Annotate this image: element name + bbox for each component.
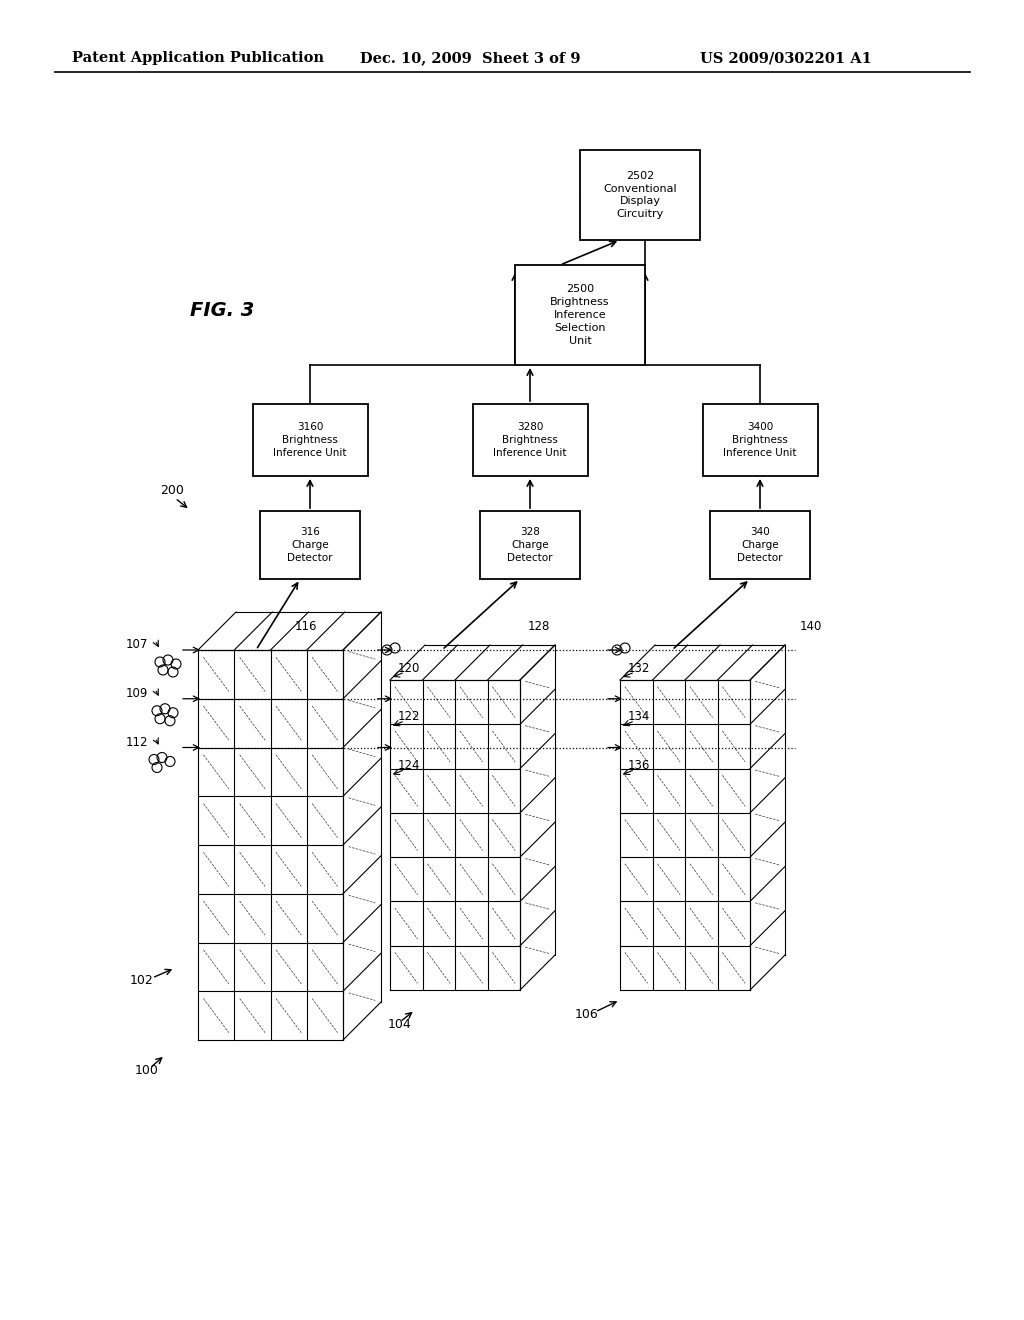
Text: 122: 122 [398, 710, 421, 723]
Text: 328
Charge
Detector: 328 Charge Detector [507, 527, 553, 562]
Bar [472, 404, 588, 477]
Text: 134: 134 [628, 710, 650, 723]
Text: 3280
Brightness
Inference Unit: 3280 Brightness Inference Unit [494, 422, 566, 458]
Bar [260, 511, 360, 579]
Text: Dec. 10, 2009  Sheet 3 of 9: Dec. 10, 2009 Sheet 3 of 9 [360, 51, 581, 65]
Bar [480, 511, 580, 579]
Text: 140: 140 [800, 620, 822, 634]
Text: 132: 132 [628, 661, 650, 675]
Text: 3160
Brightness
Inference Unit: 3160 Brightness Inference Unit [273, 422, 347, 458]
Text: 112: 112 [126, 737, 148, 748]
Text: 2502
Conventional
Display
Circuitry: 2502 Conventional Display Circuitry [603, 170, 677, 219]
Bar [702, 404, 817, 477]
Text: 116: 116 [295, 620, 317, 634]
Text: 124: 124 [398, 759, 421, 772]
Text: 128: 128 [528, 620, 550, 634]
Text: Patent Application Publication: Patent Application Publication [72, 51, 324, 65]
Text: 100: 100 [135, 1064, 159, 1077]
Bar [253, 404, 368, 477]
Text: 107: 107 [126, 639, 148, 652]
Bar [515, 265, 645, 366]
Bar [580, 150, 700, 240]
Text: FIG. 3: FIG. 3 [190, 301, 254, 319]
Text: 102: 102 [130, 974, 154, 986]
Text: 2500
Brightness
Inference
Selection
Unit: 2500 Brightness Inference Selection Unit [550, 284, 609, 346]
Bar [710, 511, 810, 579]
Text: US 2009/0302201 A1: US 2009/0302201 A1 [700, 51, 871, 65]
Text: 104: 104 [388, 1019, 412, 1031]
Text: 316
Charge
Detector: 316 Charge Detector [288, 527, 333, 562]
Text: 3400
Brightness
Inference Unit: 3400 Brightness Inference Unit [723, 422, 797, 458]
Text: 120: 120 [398, 661, 421, 675]
Text: 200: 200 [160, 483, 184, 496]
Text: 136: 136 [628, 759, 650, 772]
Text: 109: 109 [126, 688, 148, 700]
Text: 106: 106 [575, 1008, 599, 1022]
Text: 340
Charge
Detector: 340 Charge Detector [737, 527, 782, 562]
